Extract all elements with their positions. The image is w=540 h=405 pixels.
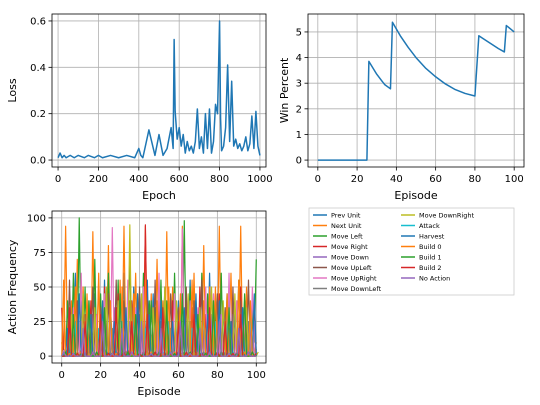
series-line: [317, 21, 515, 161]
legend-label: Move Right: [331, 243, 368, 251]
loss-chart: 0 200 400 600 800 1000 0.0 0.2 0.4 0.6 Epoch Loss: [6, 13, 273, 202]
x-tick-label: 20: [94, 370, 107, 381]
action-frequency-chart: 0 20 40 60 80 100 0 25 50 75 100 Episode Action Freq…: [6, 210, 267, 398]
series-line-no-action: [61, 320, 257, 357]
legend-label: Move UpRight: [331, 274, 377, 282]
legend-label: Move UpLeft: [331, 264, 372, 272]
x-tick-label: 0: [55, 174, 61, 185]
x-tick-label: 1000: [247, 174, 272, 185]
x-tick-label: 200: [89, 174, 108, 185]
series-line: [57, 20, 261, 159]
y-tick-label: 3: [296, 79, 302, 90]
y-tick-label: 100: [27, 213, 46, 224]
x-tick-label: 60: [429, 174, 442, 185]
x-tick-label: 600: [170, 174, 189, 185]
win-percent-chart: 0 20 40 60 80 100 0 1 2 3 4 5 Episode Win Percent: [278, 13, 525, 202]
x-tick-label: 80: [211, 370, 224, 381]
y-tick-label: 0: [40, 352, 46, 363]
x-axis-label: Episode: [394, 189, 437, 202]
y-tick-label: 4: [296, 53, 302, 64]
y-tick-label: 25: [33, 317, 46, 328]
y-axis-label: Action Frequency: [6, 239, 19, 334]
x-tick-label: 20: [351, 174, 364, 185]
legend: Prev Unit Next Unit Move Left Move Right Mov…: [308, 207, 515, 296]
y-tick-label: 50: [33, 283, 46, 294]
legend-label: Build 0: [419, 243, 442, 251]
y-tick-label: 0.0: [30, 156, 46, 167]
x-tick-label: 0: [59, 370, 65, 381]
legend-label: Move DownRight: [419, 211, 474, 219]
legend-label: Harvest: [419, 232, 445, 240]
x-tick-label: 0: [315, 174, 321, 185]
legend-label: Next Unit: [331, 222, 362, 230]
legend-label: No Action: [419, 274, 450, 282]
legend-label: Attack: [419, 222, 440, 230]
x-tick-label: 400: [129, 174, 148, 185]
legend-frame: [308, 207, 515, 296]
y-tick-label: 0: [296, 156, 302, 167]
x-tick-label: 80: [469, 174, 482, 185]
y-axis-label: Loss: [6, 78, 19, 102]
legend-label: Move DownLeft: [331, 285, 382, 293]
y-tick-label: 75: [33, 248, 46, 259]
plot-frame: [51, 13, 267, 168]
x-axis-label: Epoch: [142, 189, 176, 202]
y-axis-label: Win Percent: [278, 57, 291, 123]
legend-label: Build 2: [419, 264, 442, 272]
y-tick-label: 0.2: [30, 109, 46, 120]
x-tick-label: 800: [210, 174, 229, 185]
y-tick-label: 0.6: [30, 16, 46, 27]
x-axis-label: Episode: [137, 385, 180, 398]
legend-label: Move Down: [331, 253, 369, 261]
legend-label: Build 1: [419, 253, 442, 261]
y-tick-label: 2: [296, 104, 302, 115]
y-tick-label: 1: [296, 130, 302, 141]
x-tick-label: 60: [172, 370, 185, 381]
y-tick-label: 0.4: [30, 63, 46, 74]
legend-label: Prev Unit: [331, 211, 361, 219]
legend-label: Move Left: [331, 232, 363, 240]
y-tick-label: 5: [296, 27, 302, 38]
x-tick-label: 40: [133, 370, 146, 381]
plot-frame: [51, 210, 267, 364]
x-tick-label: 40: [390, 174, 403, 185]
x-tick-label: 100: [505, 174, 524, 185]
plot-frame: [307, 13, 525, 168]
x-tick-label: 100: [247, 370, 266, 381]
